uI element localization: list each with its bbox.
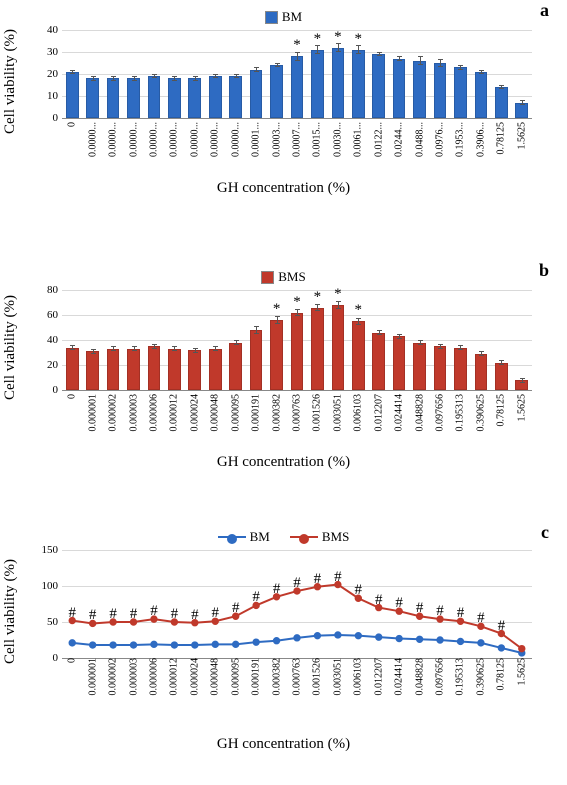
bar	[127, 349, 140, 390]
bar	[148, 76, 161, 118]
panel-b-legend: BMS	[0, 268, 567, 285]
bar	[250, 330, 263, 390]
panel-c-legend: BMBMS	[0, 528, 567, 545]
bar	[454, 348, 467, 391]
bar	[66, 348, 79, 391]
bar	[393, 59, 406, 118]
bar	[107, 349, 120, 390]
panel-a-plot: 01020304000.0000...0.0000...0.0000...0.0…	[62, 30, 532, 118]
panel-c-plot: 05010015000.0000010.0000020.0000030.0000…	[62, 550, 532, 658]
bar	[127, 78, 140, 118]
panel-c-ylabel: Cell viability (%)	[2, 559, 19, 664]
bar	[413, 343, 426, 391]
bar	[86, 351, 99, 390]
panel-c: c BMBMS Cell viability (%) 05010015000.0…	[0, 522, 567, 782]
bar	[413, 61, 426, 118]
bar	[495, 363, 508, 391]
panel-b-xlabel: GH concentration (%)	[0, 454, 567, 471]
bar	[188, 78, 201, 118]
bar	[86, 78, 99, 118]
bar	[291, 56, 304, 118]
bar	[270, 65, 283, 118]
bar	[188, 350, 201, 390]
bar	[454, 67, 467, 118]
bar	[311, 308, 324, 391]
bar	[66, 72, 79, 118]
bar	[475, 354, 488, 390]
bar	[332, 305, 345, 390]
bar	[434, 63, 447, 118]
bar	[148, 346, 161, 390]
bar	[475, 72, 488, 118]
panel-b: b BMS Cell viability (%) 02040608000.000…	[0, 260, 567, 508]
bar	[229, 343, 242, 391]
bar	[372, 54, 385, 118]
bar	[291, 313, 304, 391]
bar	[209, 76, 222, 118]
bar	[270, 320, 283, 390]
bar	[168, 78, 181, 118]
panel-b-ylabel: Cell viability (%)	[2, 295, 19, 400]
bar	[229, 76, 242, 118]
bar	[332, 48, 345, 118]
bar	[434, 346, 447, 390]
bar	[352, 321, 365, 390]
bar	[209, 349, 222, 390]
bar	[107, 78, 120, 118]
bar	[515, 103, 528, 118]
panel-b-plot: 02040608000.0000010.0000020.0000030.0000…	[62, 290, 532, 390]
bar	[168, 349, 181, 390]
bar	[250, 70, 263, 118]
bar	[393, 336, 406, 390]
bar	[495, 87, 508, 118]
panel-a-xlabel: GH concentration (%)	[0, 180, 567, 197]
bar	[372, 333, 385, 391]
bar	[311, 50, 324, 118]
bar	[352, 50, 365, 118]
panel-a: a BM Cell viability (%) 01020304000.0000…	[0, 0, 567, 240]
panel-a-legend: BM	[0, 8, 567, 25]
panel-a-ylabel: Cell viability (%)	[2, 29, 19, 134]
panel-c-xlabel: GH concentration (%)	[0, 736, 567, 753]
